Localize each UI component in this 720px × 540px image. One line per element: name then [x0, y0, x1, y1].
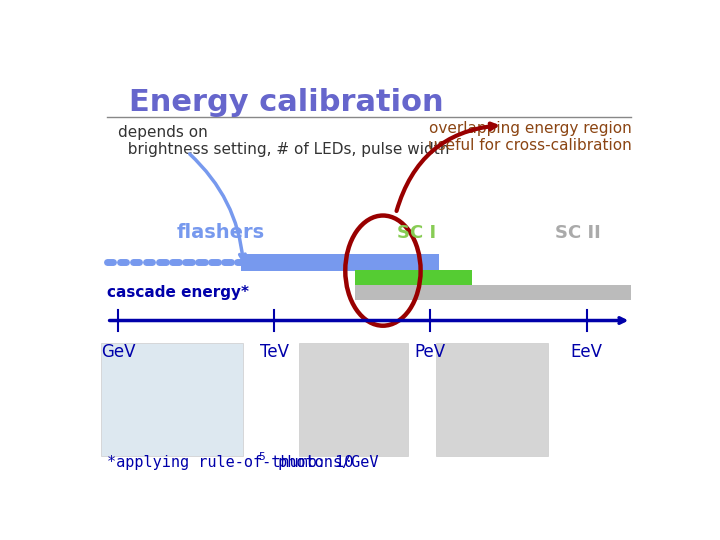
- FancyBboxPatch shape: [436, 343, 548, 456]
- FancyBboxPatch shape: [355, 270, 472, 285]
- Text: PeV: PeV: [415, 343, 446, 361]
- FancyBboxPatch shape: [300, 343, 408, 456]
- FancyBboxPatch shape: [240, 254, 438, 271]
- Text: SC I: SC I: [397, 224, 436, 241]
- Text: depends on
  brightness setting, # of LEDs, pulse width: depends on brightness setting, # of LEDs…: [118, 125, 449, 158]
- Text: *applying rule-of-thumb: 10: *applying rule-of-thumb: 10: [107, 455, 353, 470]
- Text: GeV: GeV: [101, 343, 135, 361]
- Text: photons/GeV: photons/GeV: [269, 455, 378, 470]
- Text: flashers: flashers: [177, 222, 265, 241]
- Text: 5: 5: [258, 452, 265, 462]
- FancyBboxPatch shape: [101, 343, 243, 456]
- Text: TeV: TeV: [260, 343, 289, 361]
- Text: SC II: SC II: [555, 224, 601, 241]
- Text: overlapping energy region
useful for cross-calibration: overlapping energy region useful for cro…: [428, 121, 631, 153]
- Text: cascade energy*: cascade energy*: [107, 285, 248, 300]
- Text: Energy calibration: Energy calibration: [129, 87, 444, 117]
- Text: EeV: EeV: [571, 343, 603, 361]
- FancyBboxPatch shape: [355, 285, 631, 300]
